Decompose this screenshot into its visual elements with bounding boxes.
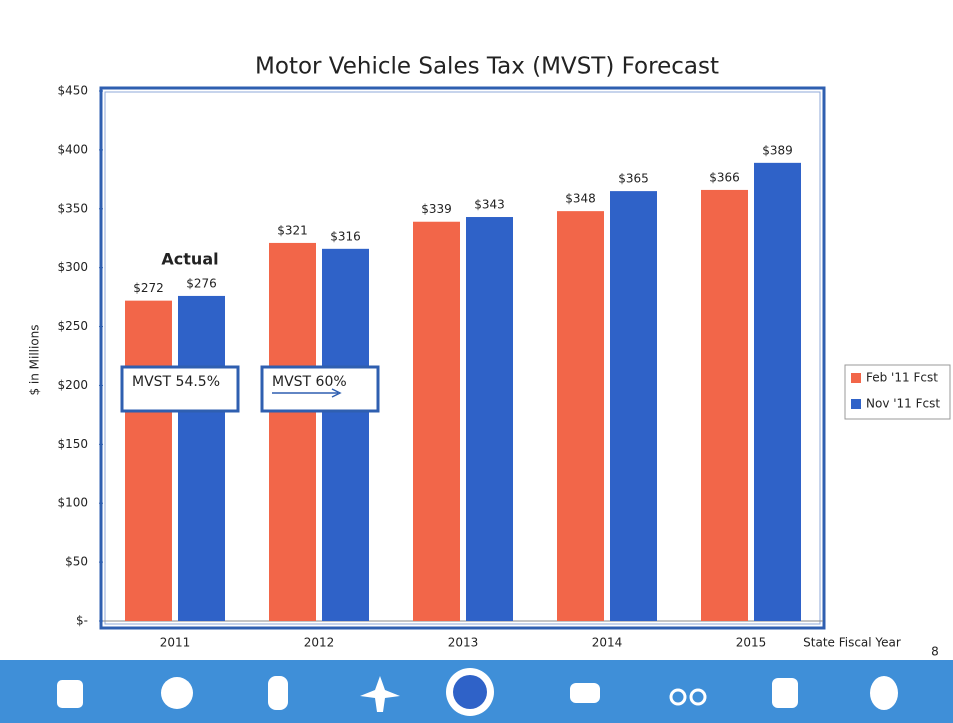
annotation: MVST 54.5%	[132, 374, 220, 390]
y-tick-label: $400	[57, 142, 88, 156]
icon-bus	[57, 680, 83, 708]
value-label: $389	[762, 143, 793, 157]
bar	[754, 162, 801, 621]
bar	[322, 248, 369, 622]
y-axis-label: $ in Millions	[28, 324, 42, 395]
bar	[178, 295, 225, 621]
bar	[701, 189, 748, 621]
y-tick-label: $50	[65, 555, 88, 569]
annotation: MVST 60%	[272, 374, 347, 390]
annotation: Actual	[161, 250, 218, 269]
icon-transit	[772, 678, 798, 708]
y-tick-label: $100	[57, 496, 88, 510]
y-tick-label: $250	[57, 319, 88, 333]
icon-logo-inner	[453, 675, 487, 709]
x-tick-label: 2012	[304, 636, 335, 650]
value-label: $343	[474, 198, 505, 212]
bar	[466, 217, 513, 621]
value-label: $316	[330, 229, 361, 243]
value-label: $365	[618, 172, 649, 186]
bar	[610, 191, 657, 621]
footer-icons	[57, 668, 898, 716]
icon-train	[268, 676, 288, 710]
x-tick-label: 2014	[592, 636, 623, 650]
x-tick-label: 2015	[736, 636, 767, 650]
value-label: $366	[709, 170, 740, 184]
x-tick-label: 2013	[448, 636, 479, 650]
icon-bike-wheel	[689, 688, 707, 706]
y-tick-label: $300	[57, 260, 88, 274]
bar	[557, 211, 604, 621]
annotation-box	[260, 365, 380, 413]
y-tick-label: $150	[57, 437, 88, 451]
icon-bike-wheel	[669, 688, 687, 706]
plot-frame-inner	[104, 91, 821, 625]
value-label: $348	[565, 192, 596, 206]
value-label: $339	[421, 202, 452, 216]
y-tick-label: $450	[57, 84, 88, 98]
legend-label: Feb '11 Fcst	[866, 371, 938, 385]
legend-box	[844, 364, 951, 420]
value-label: $276	[186, 276, 217, 290]
footer	[0, 660, 953, 723]
icon-ship	[161, 677, 193, 709]
annotation-box	[120, 365, 240, 413]
page-number: 8	[931, 645, 939, 659]
y-tick-label: $350	[57, 201, 88, 215]
icon-plane	[360, 676, 400, 712]
legend-swatch	[851, 373, 861, 383]
bar	[125, 300, 172, 621]
legend-swatch	[851, 399, 861, 409]
x-tick-label: 2011	[160, 636, 191, 650]
value-label: $272	[133, 281, 164, 295]
chart-title: Motor Vehicle Sales Tax (MVST) Forecast	[255, 54, 719, 80]
bar	[269, 242, 316, 621]
plot: $- $50 $100 $150 $200 $250 $300 $350 $400 $450 201…	[57, 84, 940, 650]
legend-label: Nov '11 Fcst	[866, 397, 940, 411]
x-axis-label: State Fiscal Year	[803, 636, 901, 650]
icon-car	[570, 683, 600, 703]
bar	[413, 221, 460, 621]
y-tick-label: $200	[57, 378, 88, 392]
value-label: $321	[277, 223, 308, 237]
y-tick-label: $-	[76, 614, 88, 628]
icon-walk	[870, 676, 898, 710]
annotation-arrowhead	[331, 388, 342, 398]
